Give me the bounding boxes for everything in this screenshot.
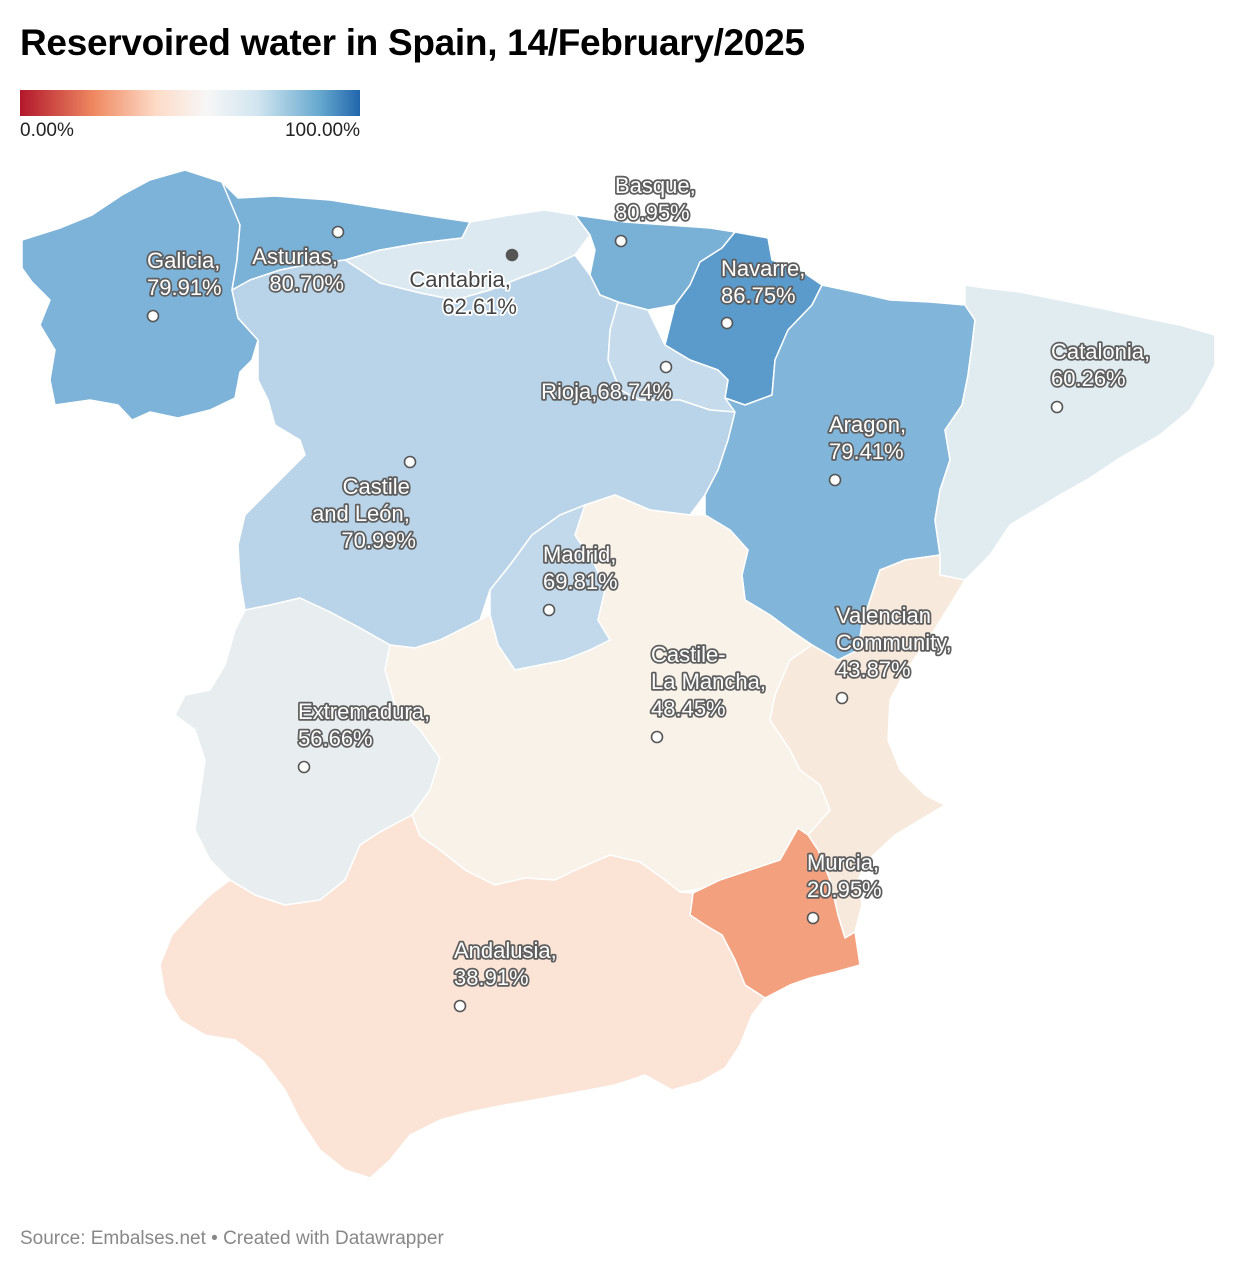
- label-aragon: Aragon, 79.41%: [829, 412, 912, 464]
- legend-gradient-bar: [20, 90, 360, 116]
- region-galicia[interactable]: [21, 169, 259, 421]
- marker-andalusia[interactable]: [453, 999, 467, 1013]
- label-navarre: Navarre, 86.75%: [721, 256, 811, 308]
- legend-max-label: 100.00%: [284, 120, 360, 141]
- marker-basque[interactable]: [614, 234, 628, 248]
- region-andalusia[interactable]: [159, 814, 766, 1179]
- marker-cantabria[interactable]: [505, 248, 519, 262]
- region-catalonia[interactable]: [934, 284, 1216, 581]
- marker-madrid[interactable]: [542, 603, 556, 617]
- label-madrid: Madrid, 69.81%: [543, 542, 622, 594]
- marker-castile-la-mancha[interactable]: [650, 730, 664, 744]
- marker-valencian-community[interactable]: [835, 691, 849, 705]
- marker-murcia[interactable]: [806, 911, 820, 925]
- marker-extremadura[interactable]: [297, 760, 311, 774]
- marker-galicia[interactable]: [146, 309, 160, 323]
- source-note: Source: Embalses.net • Created with Data…: [20, 1228, 444, 1249]
- marker-aragon[interactable]: [828, 473, 842, 487]
- label-murcia: Murcia, 20.95%: [807, 850, 885, 902]
- chart-title: Reservoired water in Spain, 14/February/…: [20, 22, 805, 63]
- marker-castile-leon[interactable]: [403, 455, 417, 469]
- marker-rioja[interactable]: [659, 360, 673, 374]
- label-cantabria: Cantabria, 62.61%: [409, 267, 517, 319]
- label-andalusia: Andalusia, 38.91%: [454, 938, 563, 990]
- legend-min-label: 0.00%: [20, 120, 74, 141]
- label-valencian-community: Valencian Community, 43.87%: [836, 603, 958, 682]
- color-legend: 0.00% 100.00%: [20, 90, 360, 142]
- label-castile-leon: Castile and León, 70.99%: [312, 474, 416, 553]
- spain-choropleth-map: Galicia, 79.91% Asturias, 80.70% Cantabr…: [21, 169, 1216, 1179]
- label-asturias: Asturias, 80.70%: [252, 244, 344, 296]
- marker-catalonia[interactable]: [1050, 400, 1064, 414]
- marker-navarre[interactable]: [720, 316, 734, 330]
- label-castile-la-mancha: Castile- La Mancha, 48.45%: [651, 642, 772, 721]
- label-extremadura: Extremadura, 56.66%: [298, 699, 436, 751]
- label-galicia: Galicia, 79.91%: [147, 248, 226, 300]
- label-catalonia: Catalonia, 60.26%: [1051, 339, 1156, 391]
- marker-asturias[interactable]: [331, 225, 345, 239]
- label-basque: Basque, 80.95%: [615, 173, 702, 225]
- label-rioja: Rioja,68.74%: [541, 379, 672, 404]
